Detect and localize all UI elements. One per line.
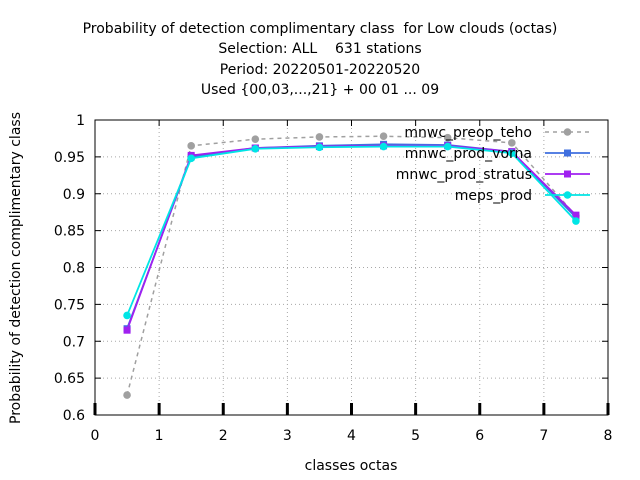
legend-marker [564,170,571,178]
legend-entry: mnwc_prod_vorna [405,146,590,162]
y-tick-label: 1 [76,113,85,129]
legend-entry: mnwc_preop_teho [404,125,590,141]
y-tick-label: 0.65 [54,371,85,387]
data-point [123,391,131,399]
series-meps_prod [123,142,580,320]
y-tick-label: 0.6 [63,408,85,424]
data-point [123,326,131,334]
data-point [315,133,324,141]
data-point [379,132,388,141]
y-tick-label: 0.75 [54,297,85,313]
legend-label: mnwc_prod_stratus [396,167,532,183]
data-point [251,135,260,143]
series-line [126,145,577,316]
data-point [572,211,580,219]
legend-label: mnwc_prod_vorna [405,146,532,162]
data-point [508,139,516,147]
x-tick-label: 3 [283,428,292,444]
data-point [187,154,195,163]
legend-marker [563,191,572,199]
series-line [126,135,577,396]
chart-title-line-4: Used {00,03,...,21} + 00 01 ... 09 [200,82,440,98]
legend-marker [564,149,571,157]
data-point [443,142,452,151]
data-point [572,217,580,225]
legend-label: mnwc_preop_teho [404,125,532,141]
legend-entry: meps_prod [455,188,590,204]
chart-title-line-1: Probability of detection complimentary c… [82,21,558,37]
data-point [251,144,260,153]
data-point [443,133,452,142]
chart-title-line-2: Selection: ALL 631 stations [218,41,422,57]
data-point [315,143,324,152]
chart-title-line-3: Period: 20220501-20220520 [219,62,421,78]
legend-entry: mnwc_prod_stratus [396,167,590,183]
x-tick-label: 4 [347,428,356,444]
ticks: 0 1 2 3 4 5 6 7 8 0.6 0.65 0.7 0.75 0.8 0.85 0.9 0.95 1 [54,113,613,444]
data-point [379,142,388,151]
x-tick-label: 0 [91,428,100,444]
data-point [123,311,131,320]
x-tick-label: 2 [219,428,228,444]
grid [95,120,608,415]
x-tick-label: 6 [475,428,484,444]
legend-marker [563,128,572,136]
data-point [508,149,516,157]
y-tick-label: 0.85 [54,224,85,240]
data-point [187,142,195,150]
y-tick-label: 0.7 [63,334,85,350]
x-tick-label: 8 [604,428,613,444]
y-tick-label: 0.9 [63,187,85,203]
x-tick-label: 7 [539,428,548,444]
legend-label: meps_prod [455,188,532,204]
x-axis-label: classes octas [305,458,398,474]
series-layer [123,132,580,399]
y-tick-label: 0.95 [54,150,85,166]
x-tick-label: 1 [155,428,164,444]
y-tick-label: 0.8 [63,261,85,277]
y-axis-label: Probability of detection complimentary c… [8,112,24,424]
legend: mnwc_preop_teho mnwc_prod_vorna mnwc_prod_… [396,125,590,204]
x-tick-label: 5 [411,428,420,444]
